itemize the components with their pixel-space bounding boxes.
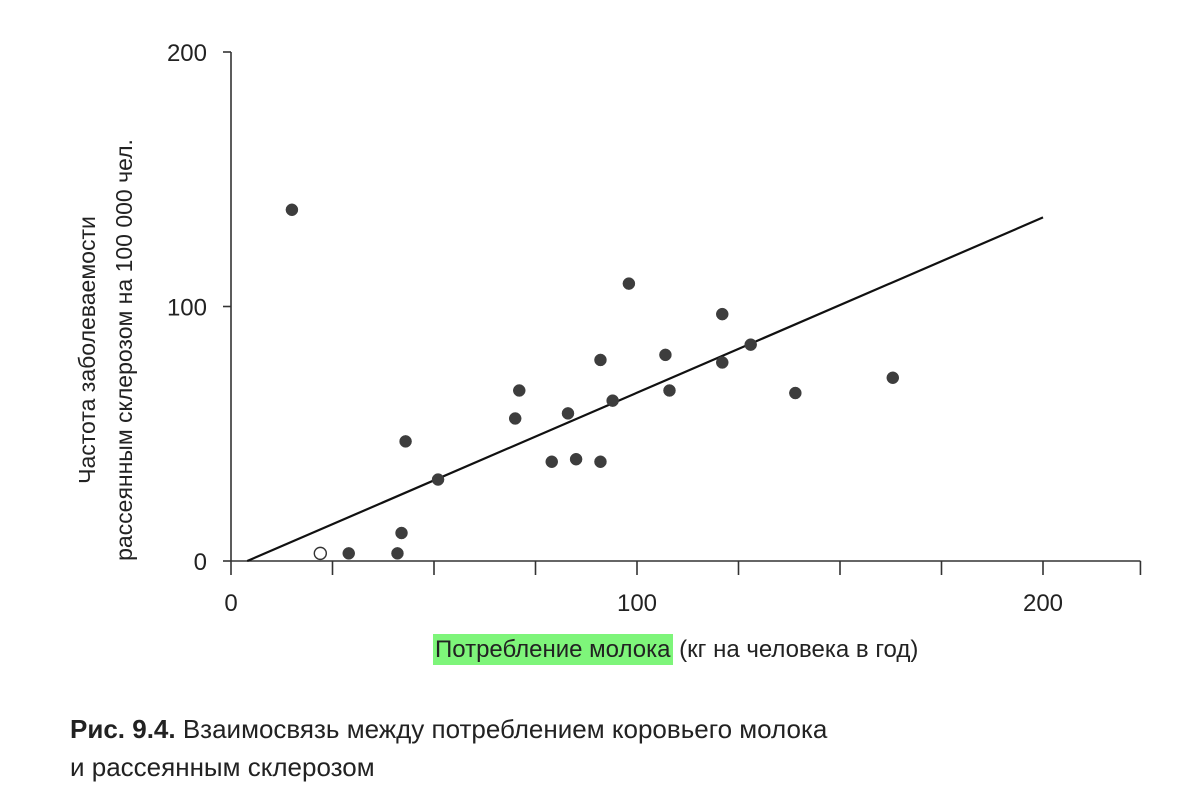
data-point-2 — [342, 547, 355, 560]
y-axis-title: Частота заболеваемости рассеянным склеро… — [74, 139, 137, 561]
data-point-17 — [663, 384, 676, 397]
axis-tick-labels: 0 100 200 0 100 200 — [167, 40, 1063, 617]
data-point-1 — [313, 546, 328, 561]
x-axis-title-units: (кг на человека в год) — [672, 636, 919, 663]
x-tick-label-100: 100 — [617, 590, 657, 617]
caption-line2: и рассеянным склерозом — [70, 752, 375, 782]
x-tick-label-200: 200 — [1023, 590, 1063, 617]
y-tick-label-200: 200 — [167, 40, 207, 67]
y-axis-title-line2: рассеянным склерозом на 100 000 чел. — [111, 139, 137, 561]
data-point-0 — [285, 203, 299, 217]
scatter-chart: 0 100 200 0 100 200 Частота заболеваемости ра… — [74, 40, 1142, 617]
data-point-19 — [716, 356, 729, 369]
data-points — [285, 203, 900, 561]
data-point-14 — [606, 394, 619, 407]
data-point-22 — [886, 371, 900, 385]
data-point-4 — [395, 526, 408, 540]
x-tick-label-0: 0 — [224, 590, 237, 617]
data-point-16 — [659, 348, 672, 362]
y-tick-label-100: 100 — [167, 295, 207, 322]
caption-line1: Взаимосвязь между потреблением коровьего… — [175, 714, 828, 744]
data-point-5 — [399, 435, 412, 448]
data-point-9 — [545, 455, 558, 468]
data-point-13 — [594, 353, 607, 367]
data-point-3 — [391, 547, 404, 560]
data-point-8 — [513, 384, 526, 397]
data-point-15 — [622, 277, 636, 290]
x-axis-title-highlighted: Потребление молока — [433, 634, 673, 665]
caption-number: Рис. 9.4. — [70, 714, 176, 744]
data-point-18 — [716, 307, 729, 321]
chart-axes — [223, 51, 1142, 575]
data-point-20 — [744, 338, 757, 351]
trend-line-group — [246, 216, 1044, 563]
data-point-11 — [569, 452, 583, 466]
data-point-21 — [789, 386, 802, 400]
data-point-7 — [508, 412, 522, 425]
data-point-6 — [431, 473, 445, 486]
data-point-10 — [561, 407, 575, 420]
data-point-12 — [594, 455, 607, 468]
trend-line — [246, 216, 1044, 563]
y-tick-label-0: 0 — [194, 549, 207, 576]
figure-caption: Рис. 9.4. Взаимосвязь между потреблением… — [70, 710, 1170, 786]
y-axis-title-line1: Частота заболеваемости — [74, 216, 100, 484]
